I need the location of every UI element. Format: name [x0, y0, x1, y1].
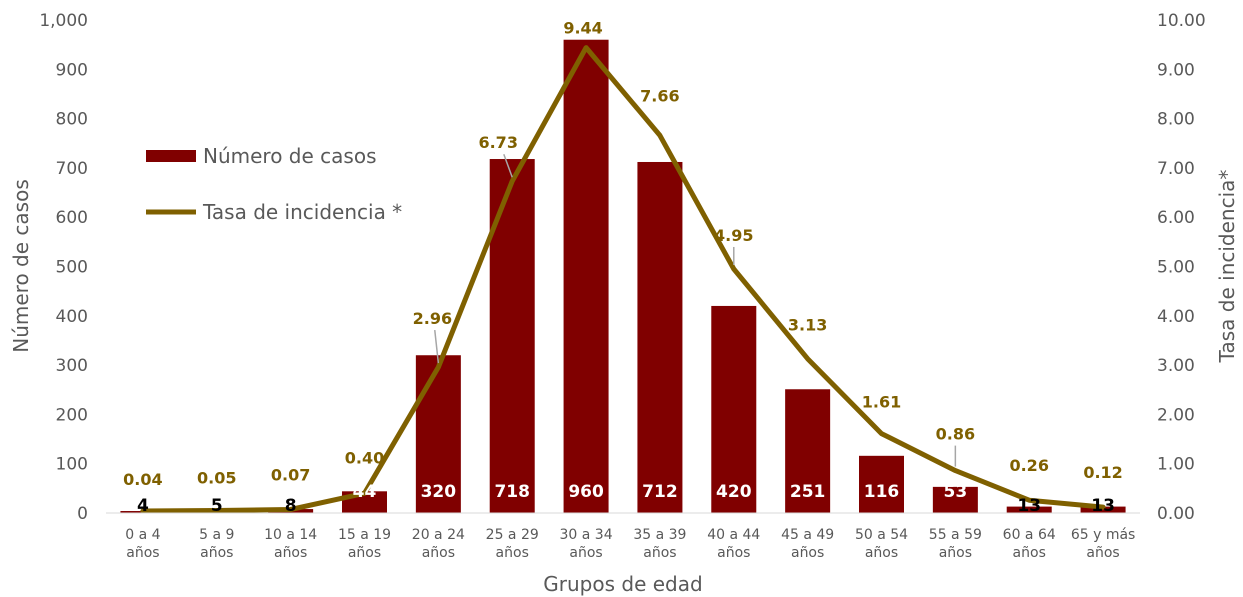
bar-value-label: 44 [353, 482, 377, 502]
x-category-label: 40 a 44 años [707, 527, 760, 561]
rate-leader-line [503, 153, 513, 178]
x-axis-title: Grupos de edad [543, 572, 702, 596]
rate-value-label: 0.26 [1009, 456, 1048, 475]
y-tick-label: 200 [56, 405, 88, 425]
x-category-label: 50 a 54 años [855, 527, 908, 561]
bar-value-label: 960 [568, 482, 604, 502]
bar-value-label: 320 [421, 482, 457, 502]
y2-tick-label: 7.00 [1157, 159, 1195, 179]
y-tick-label: 700 [56, 159, 88, 179]
bar [785, 389, 831, 513]
legend-bar-swatch [146, 150, 196, 162]
bar-value-label: 53 [944, 482, 968, 502]
rate-value-label: 3.13 [788, 316, 827, 335]
bar-value-label: 5 [211, 496, 223, 516]
bar-value-label: 718 [494, 482, 530, 502]
rate-value-label: 2.96 [413, 309, 452, 328]
rate-value-label: 1.61 [862, 393, 901, 412]
x-category-label: 65 y más años [1071, 527, 1136, 561]
bar-value-label: 8 [285, 496, 297, 516]
rate-value-label: 7.66 [640, 86, 679, 105]
right-axis: 0.00 1.00 2.00 3.00 4.00 5.00 6.00 7.00 8.00 9.00… [1157, 11, 1206, 524]
bar-value-label: 420 [716, 482, 752, 502]
bar [1080, 506, 1126, 513]
x-category-label: 20 a 24 años [412, 527, 465, 561]
rate-value-label: 0.86 [936, 425, 975, 444]
y-tick-label: 800 [56, 110, 88, 130]
rate-value-label: 0.04 [123, 470, 162, 489]
bar [415, 355, 461, 513]
bar [859, 455, 904, 513]
y-tick-label: 600 [56, 208, 88, 228]
y2-tick-label: 9.00 [1157, 60, 1195, 80]
y2-tick-label: 10.00 [1157, 11, 1206, 31]
x-category-label: 35 a 39 años [633, 527, 686, 561]
rate-value-label: 4.95 [714, 226, 753, 245]
rate-value-label: 9.44 [563, 19, 602, 38]
rate-line-group [140, 45, 1106, 514]
y-axis-title: Número de casos [9, 179, 33, 353]
bars [120, 39, 1126, 513]
y-tick-label: 0 [77, 504, 88, 524]
bar [711, 305, 757, 513]
rate-line [140, 45, 1106, 514]
x-category-label: 15 a 19 años [338, 527, 391, 561]
bar-value-label: 4 [137, 496, 149, 516]
rate-value-label: 6.73 [478, 133, 517, 152]
y2-tick-label: 8.00 [1157, 110, 1195, 130]
bar-value-label: 712 [642, 482, 678, 502]
bar [637, 161, 683, 513]
y-tick-label: 400 [56, 307, 88, 327]
x-category-label: 0 a 4 años [125, 527, 160, 561]
bar-value-label: 13 [1091, 496, 1115, 516]
x-category-label: 25 a 29 años [486, 527, 539, 561]
category-labels: 0 a 4 años 5 a 9 años 10 a 14 años 15 a 19 años… [125, 527, 1135, 561]
bar [932, 486, 978, 513]
y2-axis-title: Tasa de incidencia* [1215, 170, 1239, 364]
rate-value-label: 0.07 [271, 466, 310, 485]
bar [563, 39, 609, 513]
y-tick-label: 300 [56, 356, 88, 376]
y2-tick-label: 4.00 [1157, 307, 1195, 327]
x-category-label: 45 a 49 años [781, 527, 834, 561]
y2-tick-label: 6.00 [1157, 208, 1195, 228]
bar-value-label: 116 [864, 482, 900, 502]
x-category-label: 10 a 14 años [264, 527, 317, 561]
x-category-label: 55 a 59 años [929, 527, 982, 561]
y2-tick-label: 1.00 [1157, 455, 1195, 475]
y-tick-label: 1,000 [39, 11, 88, 31]
x-category-label: 60 a 64 años [1003, 527, 1056, 561]
y2-tick-label: 0.00 [1157, 504, 1195, 524]
x-category-label: 5 a 9 años [199, 527, 234, 561]
left-axis: 0 100 200 300 400 500 600 700 800 900 1,000 [39, 11, 88, 524]
y-tick-label: 500 [56, 258, 88, 278]
y-tick-label: 100 [56, 455, 88, 475]
y-tick-label: 900 [56, 60, 88, 80]
rate-leader-line [434, 329, 440, 364]
legend: Número de casos Tasa de incidencia * [146, 144, 402, 224]
y2-tick-label: 2.00 [1157, 405, 1195, 425]
legend-line-label: Tasa de incidencia * [202, 200, 402, 224]
rate-labels: 0.04 0.05 0.07 0.40 2.96 6.73 9.44 7.66 4.95 3.13… [123, 19, 1123, 489]
x-category-label: 30 a 34 años [560, 527, 613, 561]
rate-value-label: 0.40 [345, 448, 384, 467]
rate-value-label: 0.12 [1083, 463, 1122, 482]
bar-value-label: 13 [1017, 496, 1041, 516]
legend-bar-label: Número de casos [203, 144, 377, 168]
bar [489, 159, 535, 513]
y2-tick-label: 3.00 [1157, 356, 1195, 376]
bar-value-label: 251 [790, 482, 826, 502]
bar [1006, 506, 1052, 513]
rate-value-label: 0.05 [197, 469, 236, 488]
y2-tick-label: 5.00 [1157, 258, 1195, 278]
bar-labels: 4 5 8 44 320 718 960 712 420 251 116 53 13 13 [137, 482, 1115, 516]
